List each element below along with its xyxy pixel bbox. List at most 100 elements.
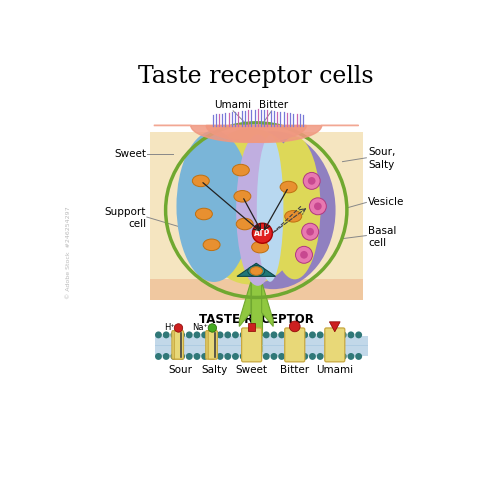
Circle shape: [286, 353, 293, 360]
Circle shape: [224, 332, 231, 338]
Circle shape: [294, 353, 300, 360]
Polygon shape: [330, 322, 340, 332]
Circle shape: [302, 353, 308, 360]
FancyBboxPatch shape: [284, 328, 305, 362]
Circle shape: [155, 353, 162, 360]
Circle shape: [194, 332, 200, 338]
Bar: [154, 345, 368, 356]
Circle shape: [270, 332, 278, 338]
Text: © Adobe Stock  #246254297: © Adobe Stock #246254297: [66, 206, 71, 299]
Circle shape: [248, 332, 254, 338]
Circle shape: [255, 353, 262, 360]
Circle shape: [340, 353, 346, 360]
Ellipse shape: [250, 266, 262, 275]
Circle shape: [302, 223, 318, 240]
Circle shape: [174, 324, 182, 332]
Text: Sweet: Sweet: [114, 149, 146, 159]
Circle shape: [240, 332, 246, 338]
Circle shape: [310, 198, 326, 215]
Circle shape: [186, 353, 192, 360]
Circle shape: [216, 353, 224, 360]
Circle shape: [208, 324, 216, 332]
Circle shape: [290, 321, 300, 332]
Polygon shape: [262, 282, 273, 327]
Ellipse shape: [236, 134, 280, 286]
Circle shape: [162, 353, 170, 360]
Circle shape: [332, 353, 339, 360]
Text: Umami: Umami: [214, 100, 252, 110]
Text: Na⁺: Na⁺: [192, 324, 208, 332]
Text: Sour,
Salty: Sour, Salty: [368, 148, 396, 170]
Circle shape: [263, 332, 270, 338]
Text: Bitter: Bitter: [260, 100, 288, 110]
Bar: [251, 282, 262, 351]
Circle shape: [162, 332, 170, 338]
Circle shape: [270, 353, 278, 360]
Circle shape: [294, 332, 300, 338]
FancyBboxPatch shape: [325, 328, 345, 362]
FancyBboxPatch shape: [172, 330, 181, 359]
Circle shape: [201, 353, 208, 360]
Circle shape: [278, 332, 285, 338]
Ellipse shape: [196, 208, 212, 220]
Bar: [150, 278, 362, 300]
Circle shape: [309, 353, 316, 360]
Circle shape: [155, 332, 162, 338]
Polygon shape: [154, 126, 306, 142]
Circle shape: [209, 332, 216, 338]
Text: Support
cell: Support cell: [105, 206, 146, 229]
Polygon shape: [240, 282, 251, 327]
Circle shape: [348, 353, 354, 360]
Circle shape: [170, 353, 177, 360]
Circle shape: [300, 251, 308, 258]
Circle shape: [355, 353, 362, 360]
Ellipse shape: [203, 239, 220, 250]
Circle shape: [255, 332, 262, 338]
Ellipse shape: [248, 266, 264, 276]
Circle shape: [309, 332, 316, 338]
Circle shape: [324, 353, 332, 360]
Circle shape: [355, 332, 362, 338]
Circle shape: [314, 202, 322, 210]
Circle shape: [306, 228, 314, 235]
Circle shape: [263, 353, 270, 360]
Text: Basal
cell: Basal cell: [368, 226, 396, 248]
Circle shape: [216, 332, 224, 338]
FancyBboxPatch shape: [242, 328, 262, 362]
Circle shape: [201, 332, 208, 338]
Circle shape: [186, 332, 192, 338]
Text: Salty: Salty: [202, 365, 228, 375]
Ellipse shape: [284, 210, 302, 222]
Ellipse shape: [194, 128, 306, 284]
Circle shape: [332, 332, 339, 338]
Circle shape: [178, 353, 185, 360]
Ellipse shape: [232, 164, 250, 176]
Text: Vesicle: Vesicle: [368, 198, 405, 207]
Circle shape: [296, 246, 312, 264]
Circle shape: [252, 223, 272, 244]
Ellipse shape: [269, 136, 320, 280]
Bar: [154, 336, 368, 346]
Circle shape: [170, 332, 177, 338]
Circle shape: [324, 332, 332, 338]
Ellipse shape: [252, 242, 268, 253]
Circle shape: [316, 332, 324, 338]
Circle shape: [232, 332, 239, 338]
Text: Taste receptor cells: Taste receptor cells: [138, 66, 374, 88]
FancyBboxPatch shape: [206, 330, 215, 359]
Ellipse shape: [234, 190, 251, 202]
Circle shape: [302, 332, 308, 338]
Bar: [150, 132, 362, 300]
Circle shape: [303, 172, 320, 190]
Circle shape: [240, 353, 246, 360]
Text: Sweet: Sweet: [236, 365, 268, 375]
Ellipse shape: [280, 182, 297, 193]
Polygon shape: [206, 126, 358, 142]
Circle shape: [308, 177, 316, 184]
Text: ATP: ATP: [254, 229, 270, 238]
Circle shape: [209, 353, 216, 360]
Ellipse shape: [257, 136, 283, 282]
Circle shape: [224, 353, 231, 360]
Ellipse shape: [176, 130, 252, 282]
Ellipse shape: [211, 131, 336, 289]
